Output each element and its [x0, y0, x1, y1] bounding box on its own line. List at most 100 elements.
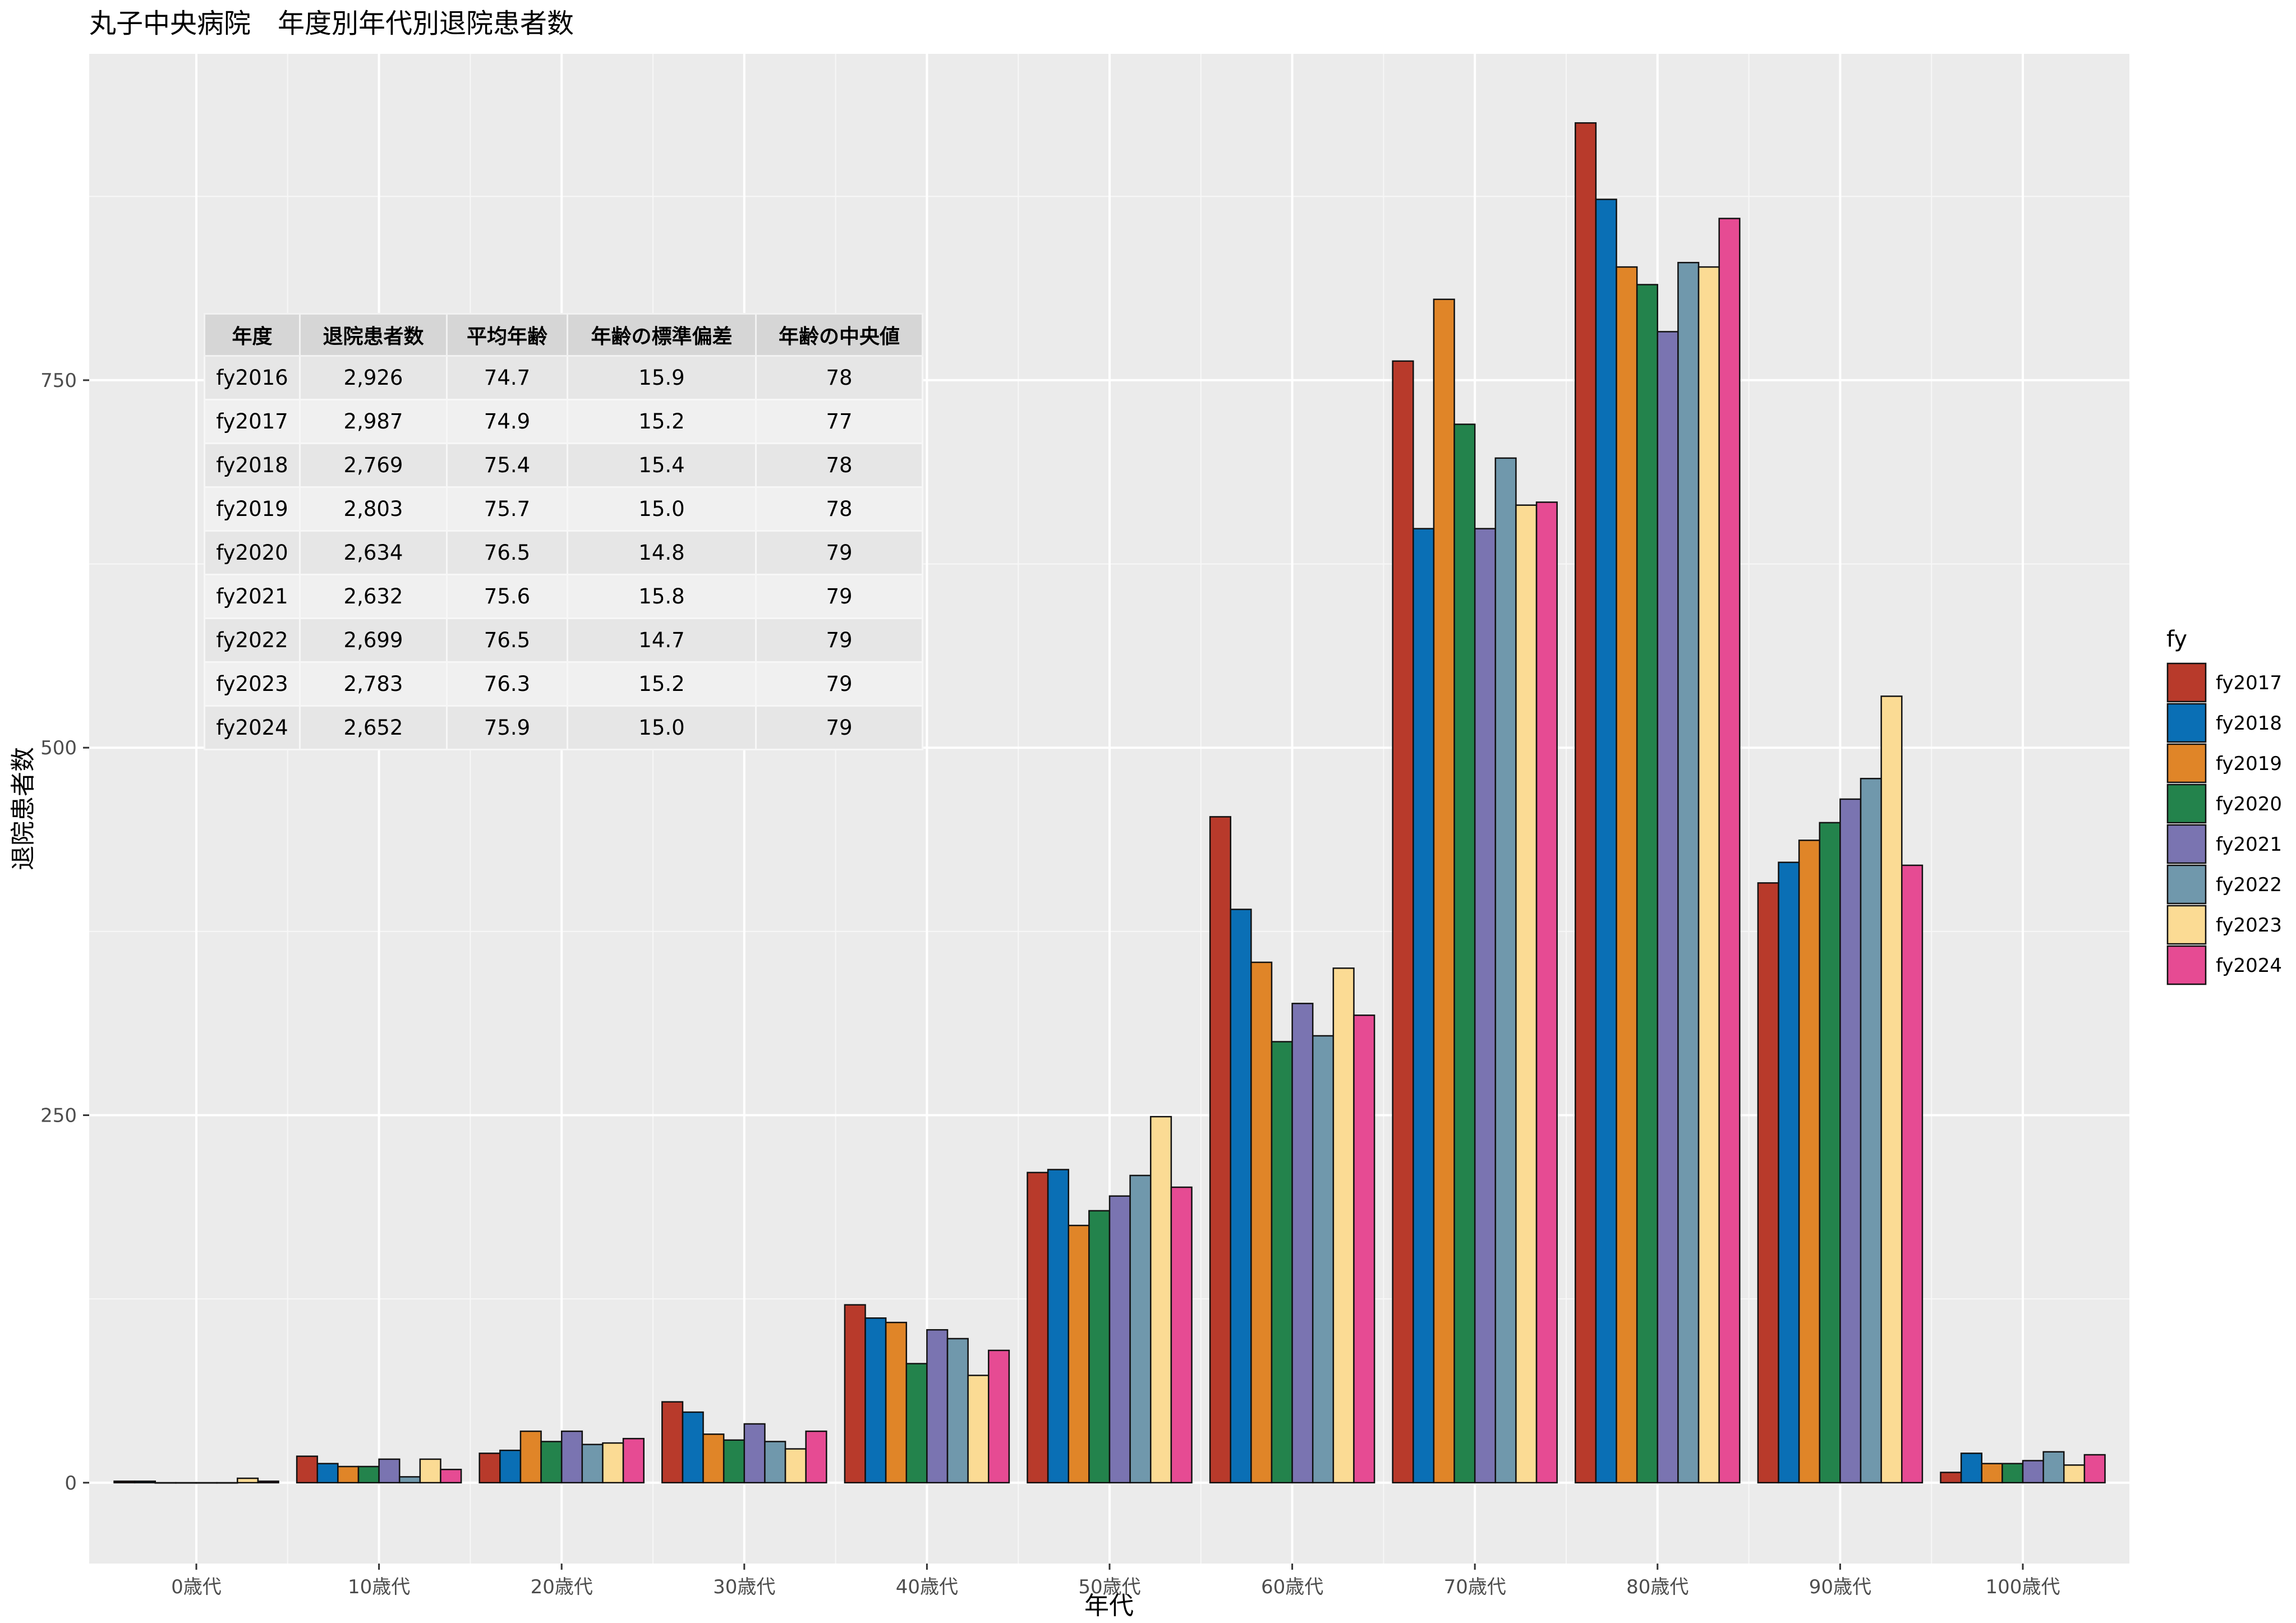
legend-label: fy2023: [2216, 914, 2282, 937]
bar-fy2020-9: [1819, 822, 1841, 1484]
table-cell: 75.7: [446, 486, 568, 532]
bar-fy2020-10: [2001, 1463, 2024, 1484]
bar-fy2019-10: [1981, 1463, 2003, 1484]
bars: [113, 122, 2106, 1484]
table-cell: 77: [755, 399, 923, 444]
table-cell: 2,652: [299, 705, 448, 750]
x-axis-label: 年代: [1084, 1592, 1134, 1620]
bar-fy2024-7: [1535, 501, 1558, 1484]
bar-fy2024-6: [1353, 1015, 1375, 1484]
legend-swatch-fy2024: [2166, 945, 2207, 985]
bar-fy2020-2: [540, 1441, 563, 1484]
x-tick-label: 100歳代: [1986, 1576, 2060, 1598]
table-cell: 78: [755, 442, 923, 488]
bar-fy2017-2: [478, 1453, 501, 1484]
bar-fy2024-3: [805, 1430, 827, 1484]
legend-swatch-fy2021: [2166, 824, 2207, 864]
table-header-cell: 年度: [204, 313, 301, 357]
table-header-cell: 年齢の標準偏差: [567, 313, 757, 357]
table-header-cell: 年齢の中央値: [755, 313, 923, 357]
bar-fy2017-10: [1940, 1472, 1962, 1484]
bar-fy2020-4: [905, 1363, 928, 1484]
bar-fy2018-7: [1412, 528, 1435, 1484]
bar-fy2022-9: [1860, 778, 1882, 1484]
table-cell: 79: [755, 705, 923, 750]
legend-swatch-fy2019: [2166, 743, 2207, 783]
bar-fy2024-8: [1718, 218, 1741, 1484]
bar-fy2024-2: [622, 1437, 645, 1484]
bar-fy2017-5: [1027, 1172, 1049, 1484]
bar-fy2021-10: [2022, 1460, 2044, 1484]
legend-label: fy2019: [2216, 753, 2282, 775]
bar-fy2018-1: [316, 1463, 339, 1484]
bar-fy2022-2: [581, 1444, 604, 1484]
bar-fy2021-8: [1657, 331, 1679, 1484]
bar-fy2020-6: [1271, 1041, 1293, 1484]
y-tick-label: 0: [65, 1472, 77, 1495]
x-tick-label: 10歳代: [348, 1576, 410, 1598]
table-cell: 15.2: [567, 399, 757, 444]
bar-fy2023-5: [1150, 1115, 1172, 1484]
table-cell: 2,926: [299, 355, 448, 400]
legend-swatch-fy2023: [2166, 905, 2207, 945]
table-cell: fy2016: [204, 355, 301, 400]
bar-fy2022-8: [1677, 261, 1700, 1484]
bar-fy2018-9: [1778, 861, 1800, 1484]
table-cell: 2,634: [299, 530, 448, 575]
table-row: fy2020 2,634 76.5 14.8 79: [204, 530, 923, 575]
table-cell: 76.5: [446, 617, 568, 663]
bar-fy2023-6: [1332, 967, 1355, 1484]
y-axis: 0 250 500 750: [40, 370, 89, 1495]
bar-fy2021-6: [1291, 1003, 1314, 1484]
table-cell: fy2024: [204, 705, 301, 750]
bar-fy2019-9: [1798, 840, 1821, 1484]
table-cell: 75.9: [446, 705, 568, 750]
bar-fy2019-7: [1433, 298, 1455, 1484]
bar-fy2018-4: [864, 1317, 887, 1484]
y-tick-label: 500: [40, 737, 77, 759]
bar-fy2018-3: [682, 1411, 704, 1484]
table-cell: 14.7: [567, 617, 757, 663]
table-cell: fy2023: [204, 661, 301, 707]
legend-label: fy2020: [2216, 793, 2282, 815]
table-row: fy2019 2,803 75.7 15.0 78: [204, 486, 923, 532]
bar-fy2020-8: [1636, 284, 1659, 1484]
legend-label: fy2022: [2216, 874, 2282, 896]
table-cell: 78: [755, 486, 923, 532]
x-tick-label: 60歳代: [1261, 1576, 1323, 1598]
table-cell: fy2022: [204, 617, 301, 663]
bar-fy2018-2: [499, 1449, 522, 1484]
table-cell: 76.5: [446, 530, 568, 575]
bar-fy2022-6: [1312, 1035, 1335, 1484]
bar-fy2024-4: [988, 1349, 1010, 1484]
bar-fy2022-7: [1494, 457, 1517, 1484]
bar-fy2024-9: [1901, 864, 1924, 1484]
table-cell: 75.4: [446, 442, 568, 488]
table-cell: 2,987: [299, 399, 448, 444]
bar-fy2020-3: [723, 1439, 746, 1484]
x-tick-label: 30歳代: [713, 1576, 775, 1598]
table-cell: 74.7: [446, 355, 568, 400]
bar-fy2021-3: [743, 1423, 766, 1484]
bar-fy2020-7: [1453, 423, 1476, 1484]
summary-table: 年度 退院患者数 平均年齢 年齢の標準偏差 年齢の中央値 fy2016 2,926…: [204, 313, 923, 750]
table-cell: 79: [755, 617, 923, 663]
table-cell: fy2018: [204, 442, 301, 488]
bar-fy2021-2: [560, 1430, 583, 1484]
bar-fy2021-9: [1839, 798, 1862, 1484]
table-row: fy2023 2,783 76.3 15.2 79: [204, 661, 923, 707]
bar-fy2022-1: [398, 1476, 421, 1484]
table-row: fy2016 2,926 74.7 15.9 78: [204, 355, 923, 400]
table-cell: 2,632: [299, 574, 448, 619]
bar-fy2022-5: [1129, 1174, 1152, 1484]
bar-fy2017-4: [844, 1304, 866, 1484]
table-cell: 78: [755, 355, 923, 400]
legend-label: fy2018: [2216, 712, 2282, 735]
legend-label: fy2021: [2216, 833, 2282, 856]
bar-fy2024-5: [1170, 1186, 1193, 1484]
bar-fy2022-4: [946, 1338, 969, 1484]
table-cell: fy2021: [204, 574, 301, 619]
bar-fy2023-4: [967, 1375, 990, 1484]
table-header-cell: 平均年齢: [446, 313, 568, 357]
table-row: fy2017 2,987 74.9 15.2 77: [204, 399, 923, 444]
